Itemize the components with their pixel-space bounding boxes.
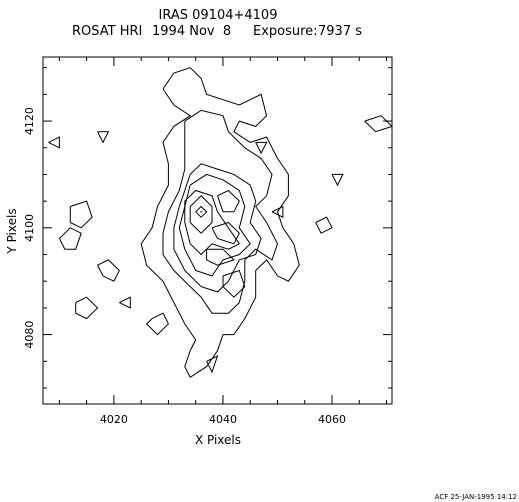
contour-level-2-10 — [222, 269, 246, 298]
contour-level-1-18 — [48, 136, 60, 149]
contour-level-4-3 — [178, 173, 251, 277]
x-tick-label-4040: 4040 — [209, 413, 237, 426]
plot-frame — [42, 56, 393, 405]
contour-level-1-0 — [140, 67, 300, 379]
chart-subtitle-date: 1994 Nov 8 — [152, 24, 231, 39]
chart-subtitle-exposure-label: Exposure: — [253, 24, 318, 39]
contour-level-6-5 — [189, 195, 213, 234]
chart-subtitle-instrument: ROSAT HRI — [72, 24, 142, 39]
contour-level-2-11 — [255, 141, 268, 155]
x-tick-label-4060: 4060 — [318, 413, 346, 426]
contour-level-1-22 — [119, 296, 131, 309]
contour-level-1-19 — [331, 173, 344, 187]
y-axis-label: Y Pixels — [5, 208, 19, 254]
contour-level-1-15 — [97, 259, 120, 282]
contour-level-1-24 — [206, 355, 219, 374]
y-tick-label-4080: 4080 — [23, 321, 36, 349]
contour-level-1-21 — [315, 216, 333, 234]
contour-level-3-2 — [173, 163, 262, 293]
contour-level-1-14 — [75, 296, 99, 320]
contour-level-2-1 — [162, 109, 279, 314]
contour-level-7-6 — [195, 205, 208, 218]
y-tick-label-4100: 4100 — [23, 214, 36, 242]
contour-level-1-13 — [58, 227, 82, 250]
contour-level-2-8 — [211, 221, 240, 245]
contour-level-1-16 — [145, 312, 170, 336]
x-tick-label-4020: 4020 — [100, 413, 128, 426]
chart-subtitle-exposure-value: 7937 s — [318, 24, 362, 39]
contour-level-5-4 — [184, 189, 241, 256]
chart-title: IRAS 09104+4109 — [159, 8, 278, 23]
contour-level-2-9 — [206, 248, 235, 266]
contour-lines — [48, 67, 393, 379]
footer-stamp: ACF 25-JAN-1995 14:12 — [435, 493, 517, 501]
contour-level-2-7 — [217, 189, 240, 213]
y-tick-label-4120: 4120 — [23, 107, 36, 135]
contour-level-1-17 — [97, 131, 110, 144]
contour-level-1-23 — [271, 205, 284, 219]
contour-level-1-12 — [69, 200, 93, 229]
axis-ticks: 4020 4040 4060 4080 4100 4120 — [23, 57, 392, 426]
contour-level-1-20 — [364, 115, 393, 133]
x-axis-label: X Pixels — [195, 433, 241, 447]
